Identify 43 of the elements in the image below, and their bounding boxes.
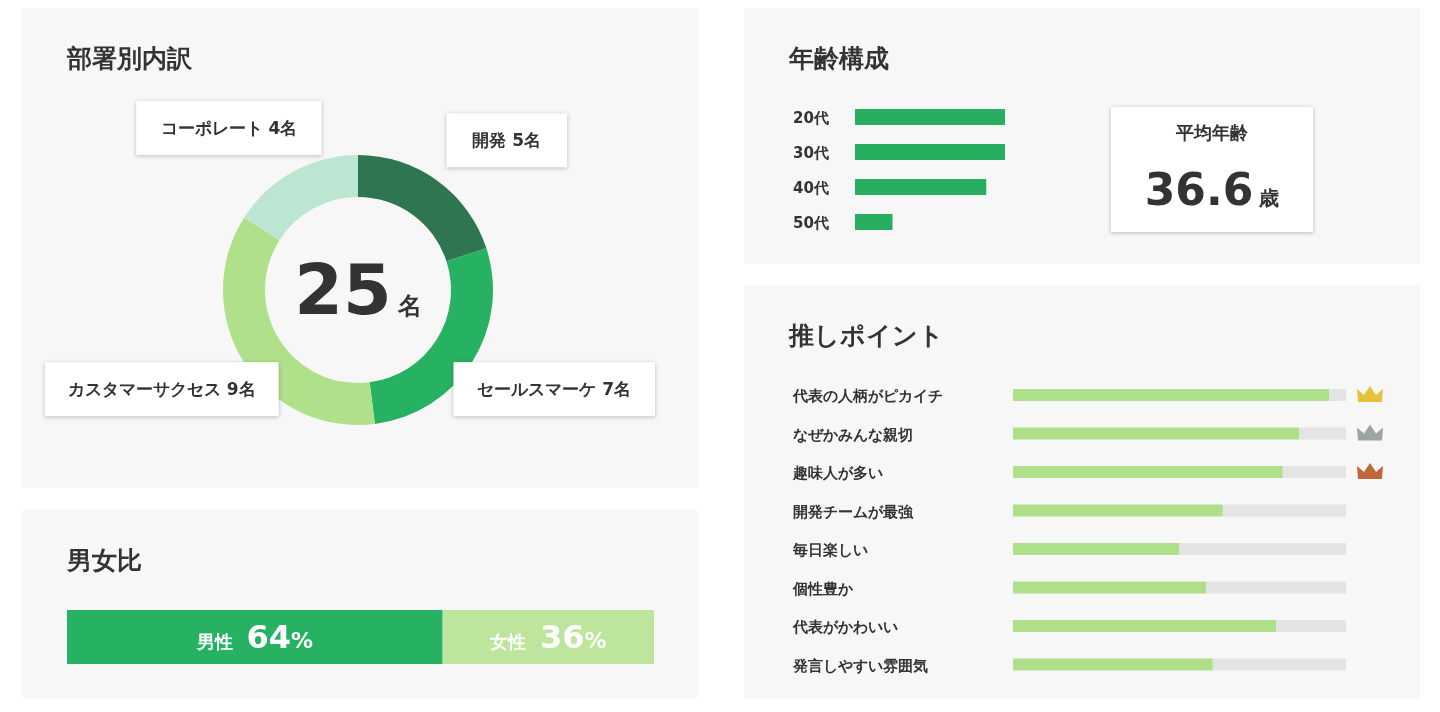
- bar: [1013, 658, 1213, 671]
- slice-label: コーポレート 4名: [160, 117, 298, 138]
- y-tick-label: 個性豊か: [792, 579, 854, 598]
- bar: [1013, 466, 1283, 478]
- y-tick-label: 趣味人が多い: [792, 464, 883, 482]
- bar: [1299, 427, 1346, 440]
- y-tick-label: 開発チームが最強: [793, 502, 914, 521]
- bar: [1013, 620, 1277, 632]
- bar: [1282, 466, 1346, 478]
- chart-title: 部署別内訳: [66, 44, 193, 73]
- bar: [1179, 543, 1346, 555]
- y-tick-label: 発言しやすい雰囲気: [792, 656, 928, 675]
- data-label: 64%: [246, 618, 314, 656]
- text: 平均年齢: [1175, 122, 1249, 143]
- slice-label: カスタマーサクセス 9名: [67, 379, 256, 400]
- bar: [1013, 427, 1300, 440]
- bar: [1013, 543, 1180, 555]
- bar: [1222, 504, 1346, 517]
- y-tick-label: 毎日楽しい: [792, 541, 868, 559]
- bar: [1212, 658, 1346, 671]
- chart-title: 推しポイント: [788, 321, 944, 350]
- bar: [1013, 389, 1330, 401]
- chart-title: 年齢構成: [788, 44, 889, 73]
- bar: [1276, 620, 1346, 632]
- series-label: 男性: [195, 631, 233, 652]
- donut-slice: [358, 155, 487, 262]
- data-label: 36%: [540, 618, 607, 656]
- slice-label: 開発 5名: [472, 130, 542, 151]
- y-tick-label: 代表がかわいい: [792, 618, 898, 636]
- slice-label: セールスマーケ 7名: [477, 379, 632, 400]
- y-tick-label: 40代: [793, 179, 829, 197]
- bar: [1013, 581, 1207, 594]
- bar: [1329, 389, 1346, 401]
- bar: [1013, 504, 1223, 517]
- bar: [1206, 581, 1346, 594]
- chart-title: 男女比: [66, 546, 142, 575]
- y-tick-label: 30代: [793, 144, 829, 162]
- donut-slice: [244, 155, 358, 241]
- y-tick-label: 代表の人柄がピカイチ: [792, 387, 943, 405]
- y-tick-label: 50代: [793, 214, 829, 232]
- y-tick-label: 20代: [793, 109, 829, 127]
- y-tick-label: なぜかみんな親切: [793, 425, 913, 444]
- series-label: 女性: [489, 631, 527, 652]
